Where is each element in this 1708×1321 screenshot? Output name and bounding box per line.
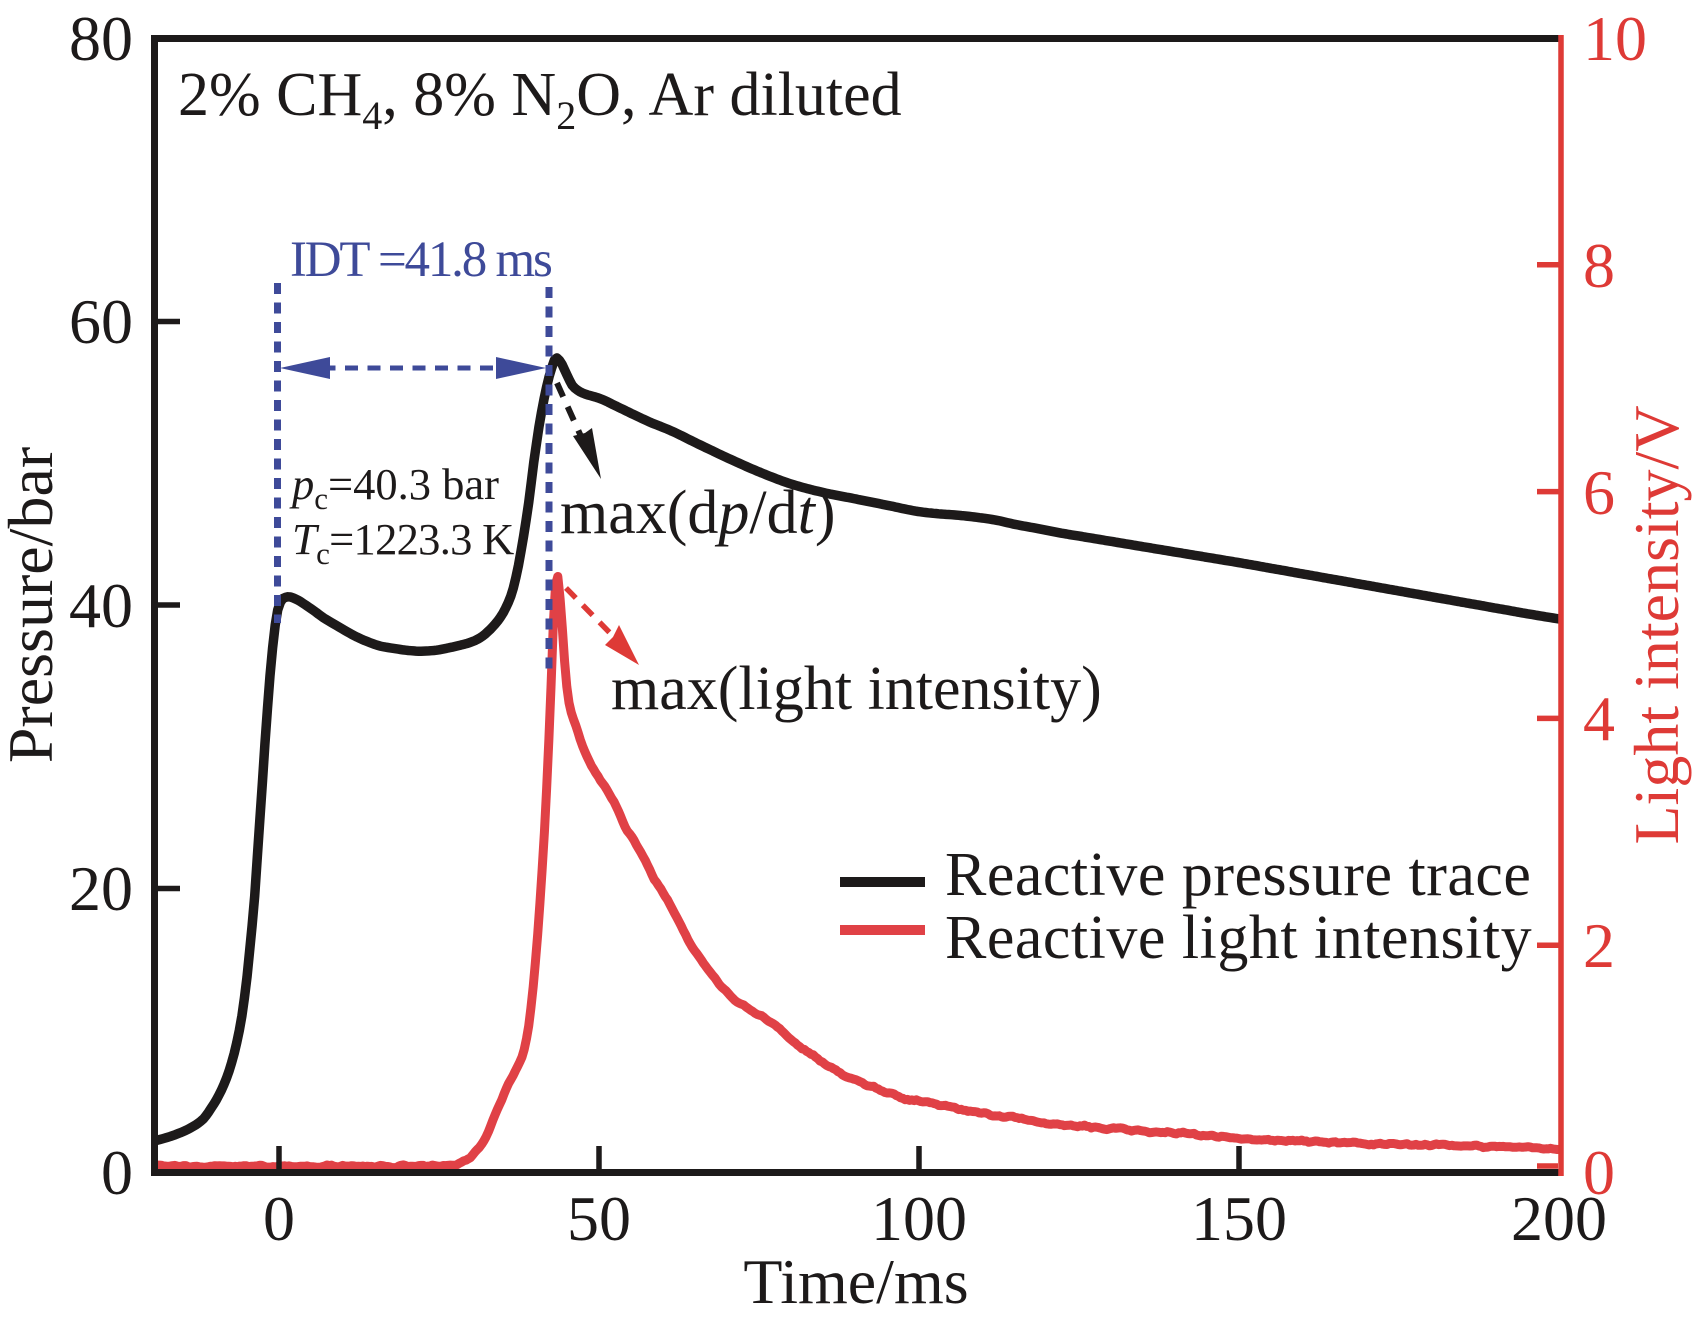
svg-text:0: 0 (1583, 1137, 1615, 1208)
svg-text:60: 60 (69, 286, 133, 357)
svg-text:0: 0 (101, 1137, 133, 1208)
svg-text:Time/ms: Time/ms (743, 1246, 968, 1317)
svg-text:pc=40.3 bar: pc=40.3 bar (289, 459, 499, 516)
svg-text:max(light intensity): max(light intensity) (611, 655, 1102, 723)
svg-text:10: 10 (1583, 3, 1647, 74)
svg-text:max(dp/dt): max(dp/dt) (560, 479, 836, 547)
svg-text:Light intensity/V: Light intensity/V (1621, 405, 1692, 844)
svg-text:50: 50 (567, 1183, 631, 1254)
svg-text:6: 6 (1583, 457, 1615, 528)
svg-text:Tc=1223.3 K: Tc=1223.3 K (292, 514, 514, 571)
svg-text:4: 4 (1583, 683, 1615, 754)
svg-text:150: 150 (1191, 1183, 1287, 1254)
svg-text:200: 200 (1511, 1183, 1607, 1254)
svg-text:8: 8 (1583, 230, 1615, 301)
svg-text:2% CH4, 8% N2O, Ar diluted: 2% CH4, 8% N2O, Ar diluted (178, 61, 902, 138)
svg-text:20: 20 (69, 853, 133, 924)
svg-text:40: 40 (69, 570, 133, 641)
svg-text:Reactive pressure trace: Reactive pressure trace (945, 841, 1531, 909)
svg-text:IDT =41.8 ms: IDT =41.8 ms (290, 232, 551, 288)
svg-text:80: 80 (69, 3, 133, 74)
svg-text:100: 100 (871, 1183, 967, 1254)
svg-text:Reactive light intensity: Reactive light intensity (945, 904, 1532, 972)
svg-text:0: 0 (263, 1183, 295, 1254)
svg-text:Pressure/bar: Pressure/bar (0, 447, 66, 763)
svg-text:2: 2 (1583, 910, 1615, 981)
